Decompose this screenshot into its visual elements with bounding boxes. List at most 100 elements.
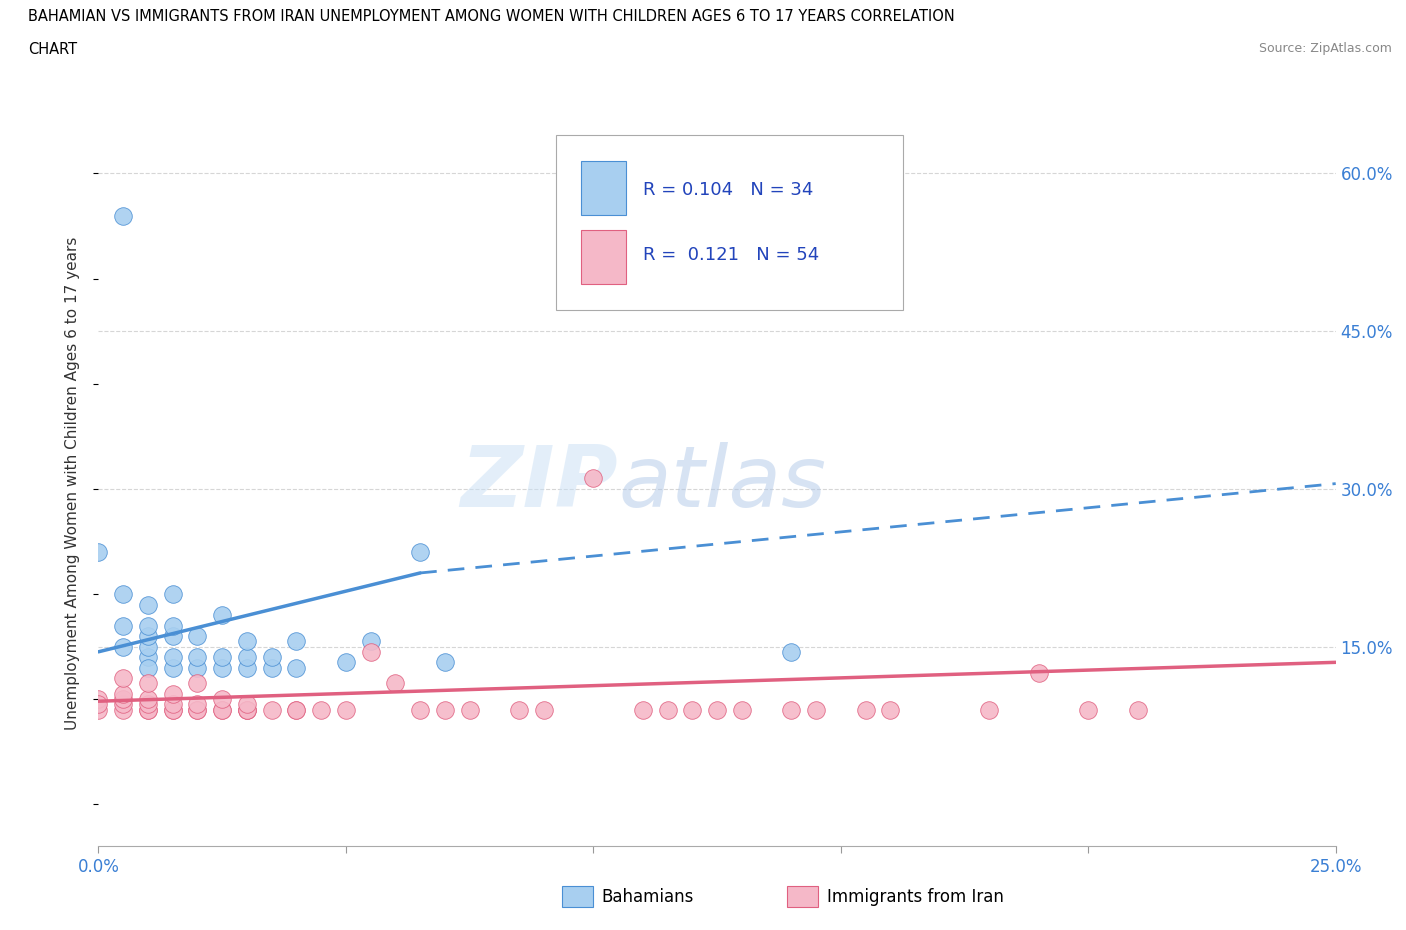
Point <box>706 702 728 717</box>
Point <box>186 650 208 665</box>
Point <box>433 655 456 670</box>
Text: ZIP: ZIP <box>460 442 619 525</box>
Point <box>508 702 530 717</box>
Point <box>409 544 432 559</box>
Point <box>1077 702 1099 717</box>
Point <box>1028 665 1050 680</box>
Point <box>186 676 208 691</box>
Text: atlas: atlas <box>619 442 827 525</box>
Point <box>162 660 184 675</box>
Point <box>162 618 184 633</box>
Point <box>309 702 332 717</box>
Point <box>533 702 555 717</box>
Point <box>136 618 159 633</box>
Point <box>285 702 308 717</box>
Point <box>186 629 208 644</box>
Point <box>780 702 803 717</box>
Point <box>87 692 110 707</box>
Point <box>136 660 159 675</box>
Point <box>335 702 357 717</box>
FancyBboxPatch shape <box>581 230 626 285</box>
Point <box>112 686 135 701</box>
Point <box>186 697 208 711</box>
Point <box>409 702 432 717</box>
Point <box>87 697 110 711</box>
Point <box>458 702 481 717</box>
Text: Bahamians: Bahamians <box>602 887 695 906</box>
Point <box>260 660 283 675</box>
Point <box>657 702 679 717</box>
Point <box>260 650 283 665</box>
Point <box>112 618 135 633</box>
Point <box>112 671 135 685</box>
Point <box>780 644 803 659</box>
Point <box>162 686 184 701</box>
Point <box>236 634 259 649</box>
Text: BAHAMIAN VS IMMIGRANTS FROM IRAN UNEMPLOYMENT AMONG WOMEN WITH CHILDREN AGES 6 T: BAHAMIAN VS IMMIGRANTS FROM IRAN UNEMPLO… <box>28 9 955 24</box>
Point <box>186 702 208 717</box>
Point <box>236 697 259 711</box>
Point <box>731 702 754 717</box>
Point <box>136 692 159 707</box>
Point <box>681 702 703 717</box>
Point <box>112 702 135 717</box>
Point <box>855 702 877 717</box>
Point <box>285 660 308 675</box>
Point <box>211 607 233 622</box>
Text: CHART: CHART <box>28 42 77 57</box>
Point <box>236 702 259 717</box>
Point <box>360 634 382 649</box>
Point <box>136 650 159 665</box>
Point <box>162 650 184 665</box>
Point <box>236 650 259 665</box>
Point <box>879 702 901 717</box>
Text: R =  0.121   N = 54: R = 0.121 N = 54 <box>643 246 820 264</box>
FancyBboxPatch shape <box>557 136 903 310</box>
Point <box>236 702 259 717</box>
Text: Source: ZipAtlas.com: Source: ZipAtlas.com <box>1258 42 1392 55</box>
Point <box>236 702 259 717</box>
Text: Immigrants from Iran: Immigrants from Iran <box>827 887 1004 906</box>
Point <box>285 634 308 649</box>
Point <box>162 702 184 717</box>
Point <box>136 676 159 691</box>
Point <box>87 544 110 559</box>
Point <box>112 208 135 223</box>
Point <box>136 629 159 644</box>
Point <box>211 650 233 665</box>
Point <box>335 655 357 670</box>
Point <box>384 676 406 691</box>
Point <box>136 702 159 717</box>
Point <box>186 660 208 675</box>
Point <box>582 471 605 485</box>
Point <box>162 629 184 644</box>
Point <box>211 692 233 707</box>
Point <box>136 697 159 711</box>
Point <box>136 702 159 717</box>
Point <box>186 702 208 717</box>
Point <box>112 639 135 654</box>
Point <box>211 702 233 717</box>
Point <box>433 702 456 717</box>
Point <box>112 697 135 711</box>
Point <box>162 702 184 717</box>
FancyBboxPatch shape <box>581 161 626 215</box>
Point <box>211 702 233 717</box>
Point <box>162 587 184 602</box>
Point <box>360 644 382 659</box>
Point <box>236 660 259 675</box>
Point <box>136 639 159 654</box>
Point <box>804 702 827 717</box>
Y-axis label: Unemployment Among Women with Children Ages 6 to 17 years: Unemployment Among Women with Children A… <box>65 237 80 730</box>
Point <box>979 702 1001 717</box>
Point <box>112 692 135 707</box>
Point <box>136 597 159 612</box>
Point <box>162 697 184 711</box>
Point <box>1126 702 1149 717</box>
Text: R = 0.104   N = 34: R = 0.104 N = 34 <box>643 180 813 199</box>
Point <box>631 702 654 717</box>
Point <box>285 702 308 717</box>
Point <box>112 587 135 602</box>
Point <box>211 660 233 675</box>
Point <box>87 702 110 717</box>
